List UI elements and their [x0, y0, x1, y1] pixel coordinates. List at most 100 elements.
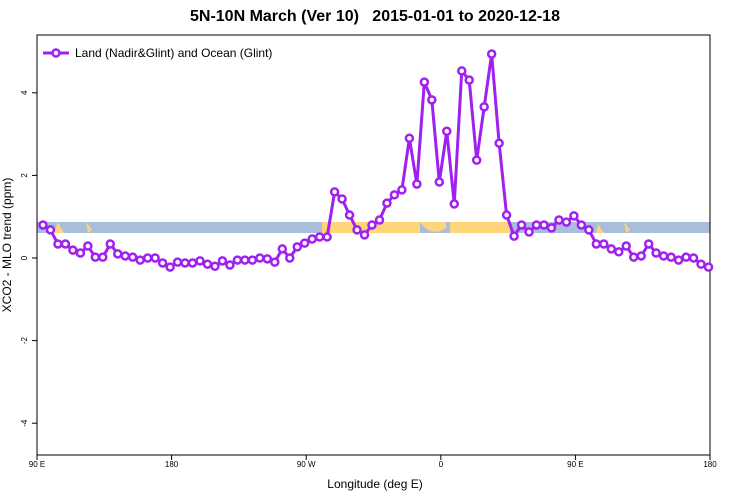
x-tick-label: 180 [703, 460, 717, 469]
data-point [427, 95, 437, 105]
data-point [524, 227, 534, 237]
data-point [643, 239, 654, 249]
data-point [202, 259, 213, 269]
y-axis-label: XCO2 - MLO trend (ppm) [0, 178, 14, 313]
data-point [135, 255, 145, 265]
data-point [509, 231, 519, 241]
data-point [621, 241, 631, 251]
y-tick-label: -2 [20, 337, 29, 345]
data-point [45, 225, 56, 235]
y-tick-label: 4 [20, 90, 29, 95]
y-tick-label: 0 [20, 255, 29, 260]
data-point [262, 254, 273, 264]
data-point [576, 220, 587, 230]
data-point [307, 234, 317, 244]
land-band [420, 222, 446, 232]
data-point [494, 138, 504, 148]
data-point [165, 262, 175, 272]
data-point [658, 251, 669, 261]
data-point [546, 223, 557, 233]
data-point [105, 239, 116, 249]
data-point [464, 75, 474, 85]
data-point [113, 249, 123, 259]
data-point [232, 255, 243, 265]
data-point [60, 239, 71, 249]
data-point [628, 252, 639, 262]
data-point [374, 215, 385, 225]
data-point [53, 239, 63, 249]
data-point [270, 257, 280, 267]
data-point [636, 251, 646, 261]
data-point [591, 239, 602, 249]
x-axis-label: Longitude (deg E) [327, 477, 422, 491]
data-point [501, 210, 512, 220]
data-point [449, 199, 460, 209]
data-point [344, 210, 355, 220]
data-point [404, 133, 415, 143]
data-point [247, 255, 258, 265]
data-point [606, 244, 617, 254]
data-point [599, 239, 609, 249]
data-point [172, 257, 183, 267]
data-point [120, 251, 130, 261]
data-point [329, 187, 340, 197]
data-point [150, 253, 160, 263]
data-point [703, 262, 714, 272]
chart-title: 5N-10N March (Ver 10) 2015-01-01 to 2020… [190, 8, 560, 25]
data-point [434, 177, 445, 187]
x-tick-label: 90 W [297, 460, 316, 469]
data-point [614, 247, 624, 257]
data-point [419, 77, 430, 87]
data-point [157, 258, 168, 268]
data-point [516, 220, 527, 230]
data-point [277, 244, 288, 254]
x-tick-label: 90 E [567, 460, 583, 469]
data-point [299, 238, 310, 248]
legend-marker [51, 48, 61, 58]
data-point [561, 217, 572, 227]
data-point [554, 215, 564, 225]
data-point [397, 185, 407, 195]
data-point [90, 252, 101, 262]
data-point [479, 102, 489, 112]
data-point [225, 260, 235, 270]
x-tick-label: 90 E [29, 460, 45, 469]
data-point [456, 66, 467, 76]
data-point [240, 255, 250, 265]
data-point [471, 155, 482, 165]
data-point [217, 256, 228, 266]
data-point [75, 248, 86, 258]
x-tick-label: 0 [439, 460, 444, 469]
data-point [180, 258, 190, 268]
land-band [450, 222, 510, 233]
data-point [442, 126, 452, 136]
data-point [389, 190, 400, 200]
data-point [210, 261, 220, 272]
data-point [284, 253, 295, 263]
data-point [142, 253, 153, 263]
data-point [187, 258, 198, 268]
data-point [486, 49, 497, 59]
data-point [322, 232, 332, 242]
data-point [688, 253, 699, 263]
data-point [83, 241, 93, 251]
data-point [98, 252, 108, 262]
data-point [127, 252, 138, 262]
x-tick-label: 180 [165, 460, 179, 469]
series-line [42, 52, 710, 269]
data-point [539, 220, 549, 230]
data-point [337, 194, 347, 204]
data-point [359, 230, 370, 240]
data-point [382, 198, 392, 208]
data-point [38, 220, 48, 230]
data-point [68, 245, 78, 255]
data-point [352, 225, 362, 235]
y-tick-label: 2 [20, 173, 29, 178]
data-point [292, 242, 302, 252]
data-point [696, 259, 706, 269]
data-point [569, 211, 579, 221]
plot-frame [36, 34, 711, 456]
legend-label: Land (Nadir&Glint) and Ocean (Glint) [75, 46, 272, 60]
data-point [367, 220, 377, 230]
